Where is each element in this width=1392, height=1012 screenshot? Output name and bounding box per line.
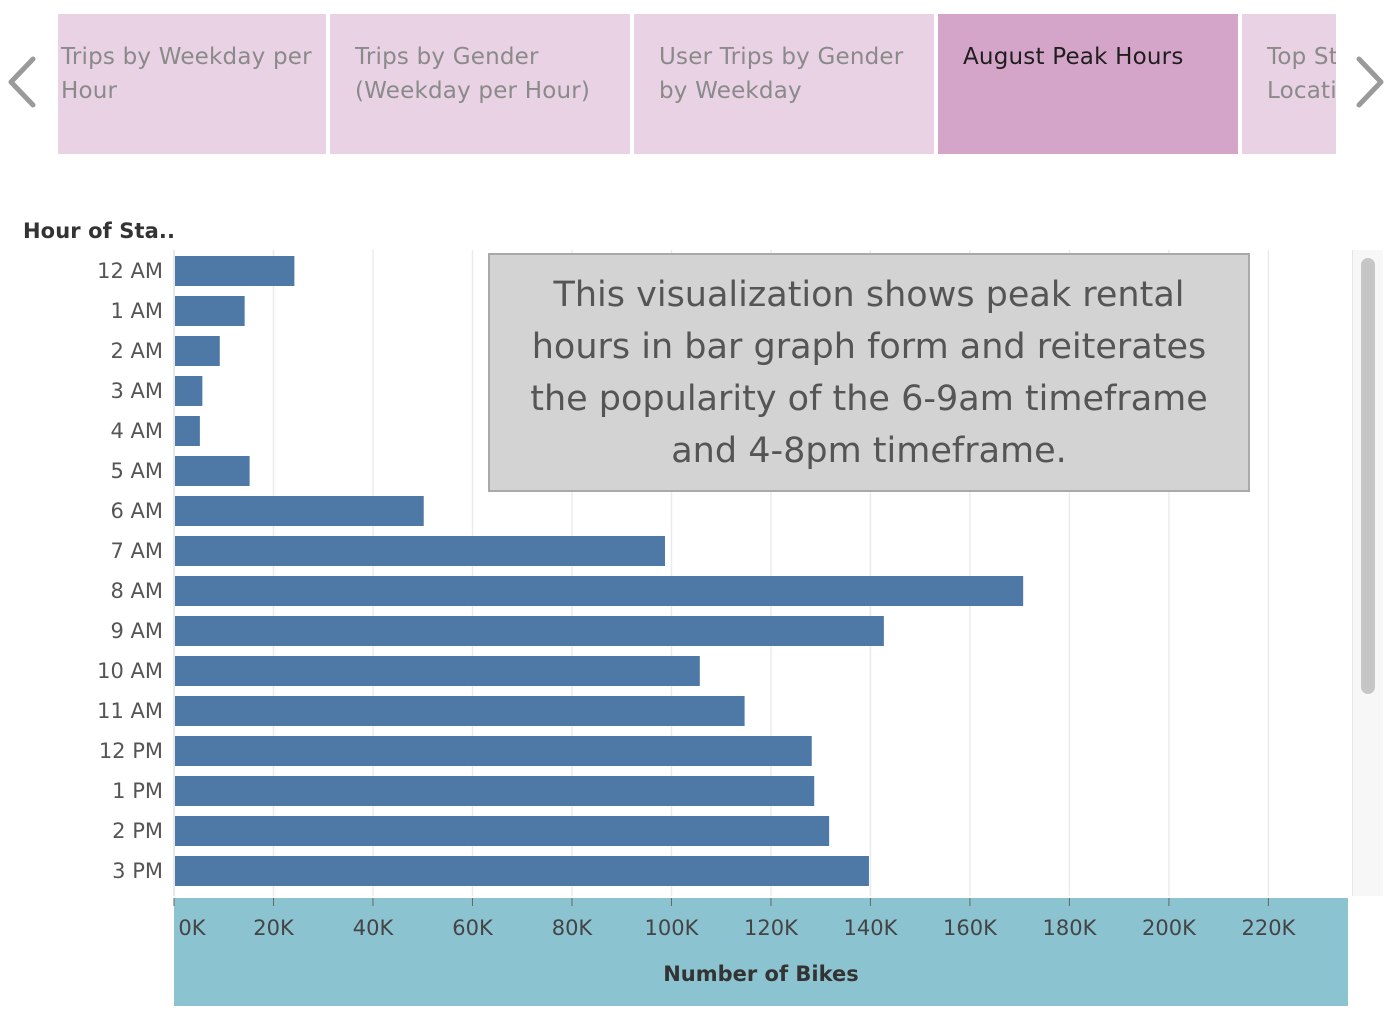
x-tick-label: 220K	[1241, 916, 1296, 940]
y-tick-label[interactable]: 3 PM	[112, 859, 163, 883]
bar[interactable]	[175, 256, 295, 286]
story-tab-label: August Peak Hours	[963, 44, 1184, 70]
bar[interactable]	[175, 576, 1024, 606]
y-tick-labels: 12 AM 1 AM 2 AM 3 AM 4 AM 5 AM 6 AM 7 AM 8 AM 9 A…	[97, 259, 163, 883]
y-tick-label[interactable]: 1 AM	[110, 299, 163, 323]
next-story-button[interactable]	[1350, 52, 1390, 112]
bar[interactable]	[175, 536, 665, 566]
y-tick-label[interactable]: 4 AM	[110, 419, 163, 443]
story-tab-label: Trips by Weekday per Hour	[61, 44, 312, 104]
story-tab-trips-by-weekday[interactable]: Trips by Weekday per Hour	[58, 14, 326, 154]
bars	[175, 256, 1024, 886]
scrollbar-thumb[interactable]	[1361, 258, 1375, 694]
bar[interactable]	[175, 296, 245, 326]
x-tick-label: 140K	[844, 916, 899, 940]
vertical-scrollbar[interactable]	[1352, 250, 1383, 896]
bar[interactable]	[175, 336, 220, 366]
y-tick-label[interactable]: 8 AM	[110, 579, 163, 603]
x-tick-label: 40K	[353, 916, 395, 940]
x-axis-title[interactable]: Number of Bikes	[663, 962, 859, 986]
bar[interactable]	[175, 496, 424, 526]
x-tick-label: 60K	[452, 916, 494, 940]
y-tick-label[interactable]: 2 AM	[110, 339, 163, 363]
y-tick-label[interactable]: 11 AM	[97, 699, 163, 723]
y-tick-label[interactable]: 2 PM	[112, 819, 163, 843]
y-tick-label[interactable]: 5 AM	[110, 459, 163, 483]
bar[interactable]	[175, 376, 203, 406]
y-tick-label[interactable]: 12 AM	[97, 259, 163, 283]
bar[interactable]	[175, 776, 815, 806]
story-tab-label: Trips by Gender (Weekday per Hour)	[355, 44, 591, 104]
y-tick-label[interactable]: 12 PM	[99, 739, 163, 763]
x-tick-labels: 0K 20K 40K 60K 80K 100K 120K 140K 160K 180K 200K 22…	[173, 898, 1297, 940]
x-tick-label: 100K	[645, 916, 700, 940]
annotation-text: This visualization shows peak rental hou…	[530, 274, 1208, 471]
bar[interactable]	[175, 656, 700, 686]
story-tab-august-peak-hours[interactable]: August Peak Hours	[938, 14, 1238, 154]
story-navigator: Trips by Weekday per Hour Trips by Gende…	[58, 14, 1336, 154]
x-tick-label: 20K	[253, 916, 295, 940]
story-tab-top-start-locations[interactable]: Top Start Locations	[1242, 14, 1336, 154]
bar[interactable]	[175, 736, 812, 766]
bar[interactable]	[175, 416, 200, 446]
y-tick-label[interactable]: 6 AM	[110, 499, 163, 523]
x-tick-label: 80K	[552, 916, 594, 940]
annotation-box[interactable]: This visualization shows peak rental hou…	[488, 253, 1250, 492]
x-tick-label: 200K	[1142, 916, 1197, 940]
x-axis-band[interactable]	[174, 898, 1348, 1006]
y-tick-label[interactable]: 3 AM	[110, 379, 163, 403]
x-tick-label: 120K	[744, 916, 799, 940]
story-tab-label: User Trips by Gender by Weekday	[659, 44, 904, 104]
y-tick-label[interactable]: 10 AM	[97, 659, 163, 683]
y-axis-header[interactable]: Hour of Sta..	[23, 219, 176, 243]
bar[interactable]	[175, 816, 830, 846]
bar[interactable]	[175, 616, 884, 646]
y-tick-label[interactable]: 1 PM	[112, 779, 163, 803]
chevron-left-icon	[8, 56, 36, 108]
story-tab-label: Top Start Locations	[1267, 44, 1336, 104]
x-tick-label: 0K	[178, 916, 206, 940]
bar[interactable]	[175, 456, 250, 486]
chevron-right-icon	[1356, 56, 1384, 108]
previous-story-button[interactable]	[2, 52, 42, 112]
bar[interactable]	[175, 696, 745, 726]
x-tick-label: 160K	[943, 916, 998, 940]
x-tick-label: 180K	[1042, 916, 1097, 940]
story-tab-trips-by-gender[interactable]: Trips by Gender (Weekday per Hour)	[330, 14, 630, 154]
bar[interactable]	[175, 856, 869, 886]
y-tick-label[interactable]: 7 AM	[110, 539, 163, 563]
story-tab-user-trips-by-gender[interactable]: User Trips by Gender by Weekday	[634, 14, 934, 154]
y-tick-label[interactable]: 9 AM	[110, 619, 163, 643]
